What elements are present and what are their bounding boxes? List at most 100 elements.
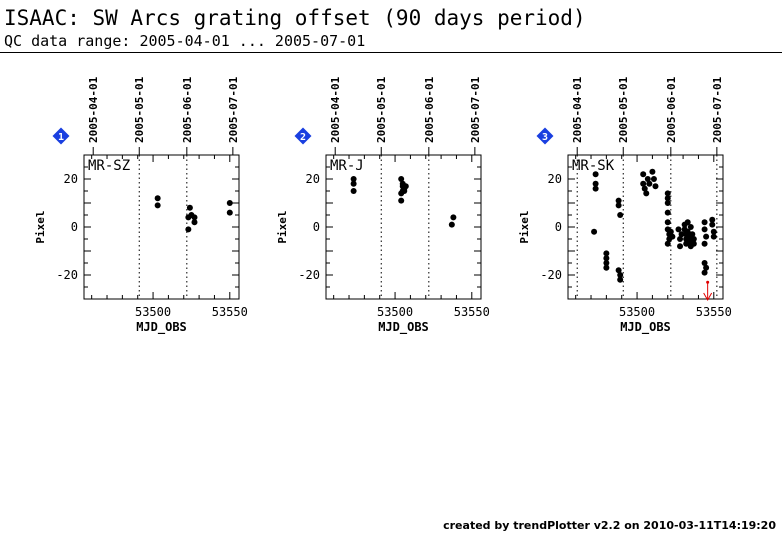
data-point: [154, 202, 161, 209]
panel-number-marker: [536, 127, 554, 145]
data-point: [644, 176, 651, 182]
x-tick-label: 53550: [696, 305, 732, 319]
data-point: [690, 236, 697, 242]
data-point: [350, 188, 357, 194]
data-point: [191, 214, 198, 221]
data-point: [669, 233, 676, 240]
data-point: [226, 200, 233, 206]
header-divider: [0, 52, 782, 53]
data-point: [677, 243, 684, 250]
data-point: [664, 190, 671, 197]
outlier-arrow-head: [703, 292, 713, 302]
data-point: [185, 226, 192, 233]
plot-frame: [567, 154, 724, 300]
data-point: [689, 231, 696, 238]
data-point: [350, 180, 357, 187]
y-axis-label: Pixel: [34, 210, 47, 243]
data-point: [664, 209, 671, 216]
x-axis-label: MJD_OBS: [620, 320, 671, 335]
page-title: ISAAC: SW Arcs grating offset (90 days p…: [4, 6, 586, 30]
footer-credit: created by trendPlotter v2.2 on 2010-03-…: [443, 519, 776, 532]
date-tick-label: 2005-04-01: [329, 76, 342, 143]
data-point: [667, 228, 674, 235]
date-tick-label: 2005-06-01: [665, 76, 678, 143]
panel-number-marker: [294, 127, 312, 145]
data-point: [603, 260, 610, 266]
data-point: [398, 176, 405, 182]
y-axis-label: Pixel: [276, 210, 289, 243]
plot-frame: [325, 154, 482, 300]
y-tick-label: 20: [306, 172, 320, 186]
data-point: [649, 168, 656, 175]
data-point: [617, 276, 624, 283]
panel-label: MR-J: [330, 158, 364, 174]
panel-number: 3: [542, 132, 548, 143]
data-point: [643, 190, 650, 197]
y-tick-label: 0: [71, 220, 78, 234]
data-point: [686, 238, 693, 245]
x-tick-label: 53550: [454, 305, 490, 319]
data-point: [186, 204, 193, 211]
data-point: [687, 224, 694, 230]
data-point: [641, 185, 648, 192]
data-point: [650, 176, 657, 182]
data-point: [701, 226, 708, 233]
date-tick-label: 2005-05-01: [617, 76, 630, 143]
data-point: [678, 231, 685, 238]
data-point: [701, 219, 708, 226]
date-tick-label: 2005-07-01: [227, 76, 240, 143]
data-point: [664, 200, 671, 206]
x-axis-label: MJD_OBS: [136, 320, 187, 335]
chart-panel-1: 2005-04-01 2005-05-01 2005-06-01 2005-07-01…: [34, 76, 248, 335]
data-point: [401, 188, 408, 194]
x-tick-label: 53500: [619, 305, 655, 319]
data-point: [684, 219, 691, 226]
data-point: [690, 240, 697, 247]
data-point: [592, 185, 599, 192]
plot-frame: [83, 154, 240, 300]
y-tick-label: 0: [313, 220, 320, 234]
data-point: [701, 269, 708, 276]
panel-label: MR-SZ: [88, 158, 130, 174]
data-point: [603, 250, 610, 257]
data-point: [709, 216, 716, 223]
data-point: [710, 228, 717, 235]
y-tick-label: -20: [298, 268, 320, 282]
data-point: [652, 183, 659, 190]
data-point: [675, 226, 682, 233]
data-point: [710, 233, 717, 240]
data-point: [701, 260, 708, 266]
chart-panel-2: 2005-04-01 2005-05-01 2005-06-01 2005-07-01…: [276, 76, 490, 335]
date-tick-label: 2005-06-01: [181, 76, 194, 143]
data-point: [703, 233, 710, 240]
data-point: [664, 240, 671, 247]
x-tick-label: 53550: [212, 305, 248, 319]
y-tick-label: -20: [56, 268, 78, 282]
data-point: [640, 171, 647, 178]
data-point: [592, 171, 599, 178]
data-point: [226, 209, 233, 216]
data-point: [603, 255, 610, 262]
date-tick-label: 2005-05-01: [375, 76, 388, 143]
data-point: [640, 180, 647, 187]
date-tick-label: 2005-07-01: [711, 76, 724, 143]
chart-panel-3: 2005-04-01 2005-05-01 2005-06-01 2005-07-01…: [518, 76, 732, 335]
y-axis-label: Pixel: [518, 210, 531, 243]
data-point: [154, 195, 161, 202]
data-point: [615, 197, 622, 204]
data-point: [448, 221, 455, 228]
y-tick-label: 0: [555, 220, 562, 234]
y-tick-label: 20: [64, 172, 78, 186]
data-point: [615, 202, 622, 209]
y-tick-label: 20: [548, 172, 562, 186]
data-point: [603, 264, 610, 271]
data-point: [592, 180, 599, 187]
panel-number: 2: [300, 132, 306, 143]
panel-number: 1: [58, 132, 64, 143]
data-point: [684, 228, 691, 235]
date-tick-label: 2005-06-01: [423, 76, 436, 143]
x-tick-label: 53500: [135, 305, 171, 319]
date-tick-label: 2005-07-01: [469, 76, 482, 143]
data-point: [402, 183, 409, 190]
